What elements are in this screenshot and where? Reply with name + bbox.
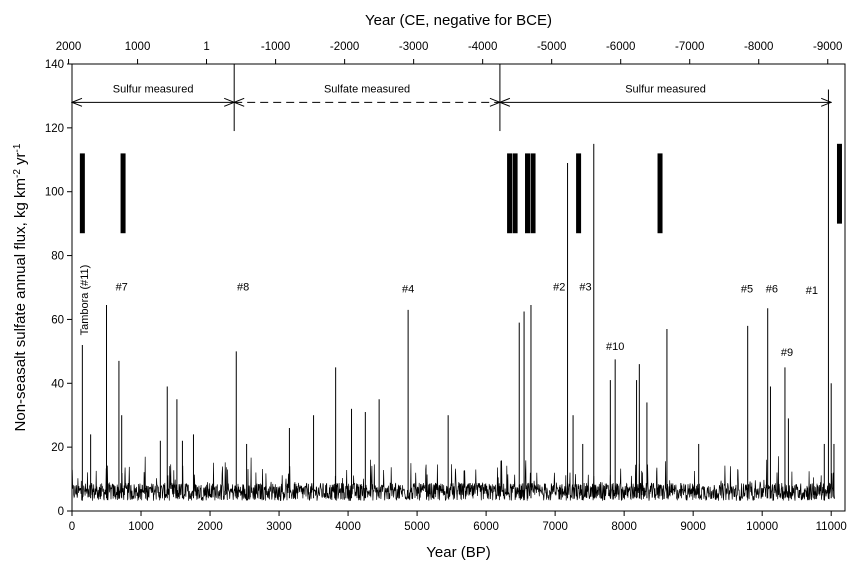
y-tick-label: 100 — [45, 187, 64, 199]
top-tick-label: 2000 — [56, 41, 82, 53]
peak-label: #9 — [781, 347, 793, 359]
flux-series-line — [71, 456, 835, 502]
segment-label: Sulfur measured — [625, 83, 706, 95]
top-tick-label: -6000 — [606, 41, 635, 53]
top-axis-title: Year (CE, negative for BCE) — [365, 12, 552, 29]
eruption-peaks — [81, 89, 835, 499]
x-tick-label: 2000 — [197, 521, 223, 533]
measurement-segments: Sulfur measured Sulfate measured Sulfur me… — [72, 64, 831, 132]
y-axis-tick-labels: 0 20 40 60 80 100 120 140 — [45, 59, 64, 518]
event-bar — [657, 153, 663, 234]
top-tick-label: -4000 — [468, 41, 497, 53]
event-bar — [576, 153, 582, 234]
y-axis-title-sup1: -2 — [12, 169, 23, 178]
plot-frame — [71, 63, 846, 512]
y-tick-label: 0 — [58, 506, 64, 518]
peak-label: #3 — [579, 282, 591, 294]
segment-label: Sulfate measured — [324, 83, 410, 95]
peak-annotations: Tambora (#11) #7 #8 #4 #2 #3 #10 #5 #6 #9 #1 — [79, 265, 818, 359]
event-bar — [525, 153, 531, 234]
event-bar — [79, 153, 85, 234]
top-tick-label: -2000 — [330, 41, 359, 53]
top-tick-label: -9000 — [813, 41, 842, 53]
y-axis-title-main: Non-seasalt sulfate annual flux, kg km — [12, 178, 29, 431]
top-tick-label: -7000 — [675, 41, 704, 53]
top-tick-label: 1000 — [125, 41, 151, 53]
x-tick-label: 1000 — [128, 521, 154, 533]
event-bar — [512, 153, 518, 234]
x-axis-tick-labels: 0 1000 2000 3000 4000 5000 6000 7000 8000 9000 100… — [69, 521, 847, 533]
axis-ticks — [67, 59, 832, 516]
flux-series — [71, 456, 835, 502]
top-tick-label: -5000 — [537, 41, 566, 53]
x-tick-label: 11000 — [816, 521, 847, 533]
peak-label: #4 — [402, 283, 414, 295]
peak-label: #6 — [766, 283, 778, 295]
x-tick-label: 9000 — [680, 521, 706, 533]
peak-label: #2 — [553, 282, 565, 294]
y-axis-title-sup2: -1 — [12, 143, 23, 152]
y-tick-label: 140 — [45, 59, 64, 71]
y-tick-label: 20 — [51, 442, 64, 454]
y-axis-title-mid: yr — [12, 152, 29, 169]
x-tick-label: 3000 — [266, 521, 292, 533]
vertical-bars — [79, 143, 842, 234]
x-tick-label: 8000 — [611, 521, 637, 533]
x-tick-label: 7000 — [542, 521, 568, 533]
event-bar — [836, 143, 842, 224]
x-tick-label: 5000 — [404, 521, 430, 533]
x-tick-label: 10000 — [746, 521, 778, 533]
y-tick-label: 60 — [51, 314, 64, 326]
y-tick-label: 40 — [51, 378, 64, 390]
top-tick-label: -8000 — [744, 41, 773, 53]
segment-label: Sulfur measured — [113, 83, 194, 95]
peak-label: #8 — [237, 282, 249, 294]
x-tick-label: 4000 — [335, 521, 361, 533]
peak-label: #1 — [806, 285, 818, 297]
y-axis-title: Non-seasalt sulfate annual flux, kg km-2… — [12, 143, 30, 431]
peak-label: #7 — [116, 282, 128, 294]
y-tick-label: 120 — [45, 123, 64, 135]
event-bar — [507, 153, 513, 234]
top-tick-label: -1000 — [261, 41, 290, 53]
event-bar — [530, 153, 536, 234]
top-tick-label: 1 — [203, 41, 209, 53]
y-tick-label: 80 — [51, 251, 64, 263]
x-tick-label: 6000 — [473, 521, 499, 533]
x-tick-label: 0 — [69, 521, 75, 533]
top-axis-tick-labels: 2000 1000 1 -1000 -2000 -3000 -4000 -5000 -6000 -… — [56, 41, 843, 53]
event-bar — [120, 153, 126, 234]
top-tick-label: -3000 — [399, 41, 428, 53]
peak-label: Tambora (#11) — [79, 265, 91, 336]
x-axis-title: Year (BP) — [426, 544, 490, 561]
peak-label: #5 — [741, 283, 753, 295]
peak-label: #10 — [606, 341, 624, 353]
